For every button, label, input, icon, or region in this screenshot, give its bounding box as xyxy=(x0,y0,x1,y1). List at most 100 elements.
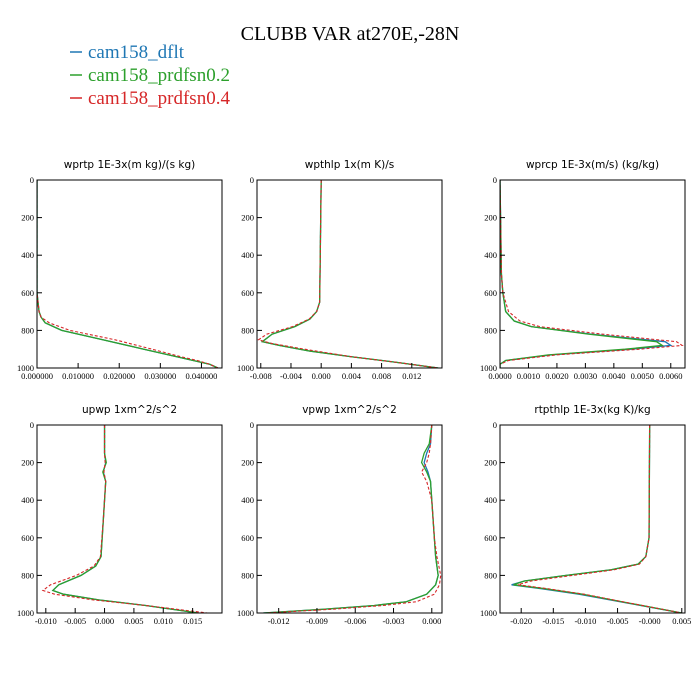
x-tick-label: -0.012 xyxy=(268,616,290,626)
x-tick-label: 0.0020 xyxy=(545,371,568,381)
x-tick-label: 0.0030 xyxy=(574,371,597,381)
y-tick-label: 400 xyxy=(484,495,497,505)
panel-wprtp: wprtp 1E-3x(m kg)/(s kg) 0 200 400 600 800 100… xyxy=(17,159,223,381)
y-tick-label: 1000 xyxy=(17,363,34,373)
x-tick-label: 0.0040 xyxy=(602,371,625,381)
series-line-cam158_dflt xyxy=(37,180,219,368)
x-tick-label: 0.010 xyxy=(154,616,173,626)
x-tick-label: -0.009 xyxy=(306,616,328,626)
legend-label: cam158_prdfsn0.2 xyxy=(88,65,230,86)
panel-title: wprcp 1E-3x(m/s) (kg/kg) xyxy=(526,159,659,171)
x-tick-label: -0.006 xyxy=(344,616,366,626)
x-tick-label: 0.000 xyxy=(422,616,441,626)
x-tick-label: -0.004 xyxy=(280,371,303,381)
y-tick-label: 800 xyxy=(484,570,497,580)
y-tick-label: 400 xyxy=(21,495,34,505)
y-tick-label: 0 xyxy=(30,420,34,430)
x-tick-label: -0.020 xyxy=(510,616,532,626)
figure-title: CLUBB VAR at270E,-28N xyxy=(241,23,460,45)
y-tick-label: 0 xyxy=(493,175,497,185)
series-line-cam158_dflt xyxy=(51,425,199,613)
y-tick-label: 800 xyxy=(21,325,34,335)
y-tick-label: 1000 xyxy=(237,363,254,373)
x-tick-label: 0.0060 xyxy=(659,371,682,381)
panel-wpthlp: wpthlp 1x(m K)/s 0 200 400 600 800 1000-0.008-… xyxy=(237,159,443,381)
legend-label: cam158_dflt xyxy=(88,42,185,63)
y-tick-label: 200 xyxy=(241,213,254,223)
y-tick-label: 600 xyxy=(21,288,34,298)
y-tick-label: 400 xyxy=(241,250,254,260)
series-group xyxy=(257,180,439,368)
y-tick-label: 200 xyxy=(21,213,34,223)
y-tick-label: 1000 xyxy=(480,608,497,618)
panel-title: upwp 1xm^2/s^2 xyxy=(82,404,177,416)
legend-label: cam158_prdfsn0.4 xyxy=(88,88,230,109)
y-tick-label: 1000 xyxy=(17,608,34,618)
panel-frame xyxy=(36,424,223,614)
series-line-cam158_prdfsn0.4 xyxy=(257,180,439,368)
panel-frame xyxy=(256,424,443,614)
series-line-cam158_prdfsn0.4 xyxy=(265,425,442,613)
series-line-cam158_prdfsn0.2 xyxy=(500,180,665,368)
panel-wprcp: wprcp 1E-3x(m/s) (kg/kg) 0 200 400 600 800 100… xyxy=(480,159,686,381)
panel-title: wprtp 1E-3x(m kg)/(s kg) xyxy=(64,159,195,171)
legend-item: cam158_prdfsn0.4 xyxy=(70,88,230,109)
legend: cam158_dfltcam158_prdfsn0.2cam158_prdfsn… xyxy=(70,42,230,109)
y-tick-label: 800 xyxy=(241,325,254,335)
y-tick-label: 800 xyxy=(241,570,254,580)
y-tick-label: 600 xyxy=(241,288,254,298)
x-tick-label: -0.008 xyxy=(250,371,272,381)
x-tick-label: -0.005 xyxy=(64,616,86,626)
y-tick-label: 600 xyxy=(484,533,497,543)
y-tick-label: 200 xyxy=(484,458,497,468)
panel-title: vpwp 1xm^2/s^2 xyxy=(302,404,397,416)
series-line-cam158_prdfsn0.2 xyxy=(260,180,439,368)
y-tick-label: 200 xyxy=(241,458,254,468)
y-tick-label: 0 xyxy=(30,175,34,185)
y-tick-label: 0 xyxy=(250,175,254,185)
x-tick-label: 0.040000 xyxy=(186,371,218,381)
x-tick-label: 0.0050 xyxy=(631,371,654,381)
x-tick-label: -0.015 xyxy=(542,616,564,626)
x-tick-label: -0.003 xyxy=(383,616,405,626)
x-tick-label: 0.005 xyxy=(124,616,143,626)
x-tick-label: 0.000000 xyxy=(21,371,53,381)
x-tick-label: 0.010000 xyxy=(62,371,94,381)
y-tick-label: 200 xyxy=(484,213,497,223)
legend-item: cam158_dflt xyxy=(70,42,185,63)
panel-frame xyxy=(499,179,686,369)
panels-grid: wprtp 1E-3x(m kg)/(s kg) 0 200 400 600 800 100… xyxy=(17,159,691,626)
panel-title: rtpthlp 1E-3x(kg K)/kg xyxy=(534,404,650,416)
y-tick-label: 400 xyxy=(241,495,254,505)
series-line-cam158_dflt xyxy=(263,425,439,613)
x-tick-label: 0.0010 xyxy=(517,371,540,381)
series-group xyxy=(511,425,682,613)
panel-rtpthlp: rtpthlp 1E-3x(kg K)/kg 0 200 400 600 800 1000 -… xyxy=(480,404,691,626)
y-tick-label: 0 xyxy=(493,420,497,430)
x-tick-label: 0.012 xyxy=(402,371,421,381)
series-line-cam158_prdfsn0.4 xyxy=(517,425,682,613)
panel-frame xyxy=(36,179,223,369)
series-line-cam158_prdfsn0.2 xyxy=(37,180,219,368)
series-group xyxy=(500,180,684,368)
x-tick-label: 0.004 xyxy=(342,371,362,381)
x-tick-label: -0.010 xyxy=(35,616,57,626)
x-tick-label: 0.000 xyxy=(95,616,114,626)
series-line-cam158_prdfsn0.4 xyxy=(41,425,208,613)
x-tick-label: -0.010 xyxy=(574,616,596,626)
y-tick-label: 400 xyxy=(21,250,34,260)
y-tick-label: 600 xyxy=(241,533,254,543)
y-tick-label: 1000 xyxy=(480,363,497,373)
series-line-cam158_prdfsn0.4 xyxy=(500,180,684,368)
y-tick-label: 200 xyxy=(21,458,34,468)
legend-item: cam158_prdfsn0.2 xyxy=(70,65,230,86)
y-tick-label: 0 xyxy=(250,420,254,430)
y-tick-label: 600 xyxy=(21,533,34,543)
panel-vpwp: vpwp 1xm^2/s^2 0 200 400 600 800 1000 -0.012 -0.… xyxy=(237,404,443,626)
y-tick-label: 600 xyxy=(484,288,497,298)
series-group xyxy=(41,425,208,613)
panel-frame xyxy=(256,179,443,369)
panel-title: wpthlp 1x(m K)/s xyxy=(305,159,395,171)
panel-frame xyxy=(499,424,686,614)
